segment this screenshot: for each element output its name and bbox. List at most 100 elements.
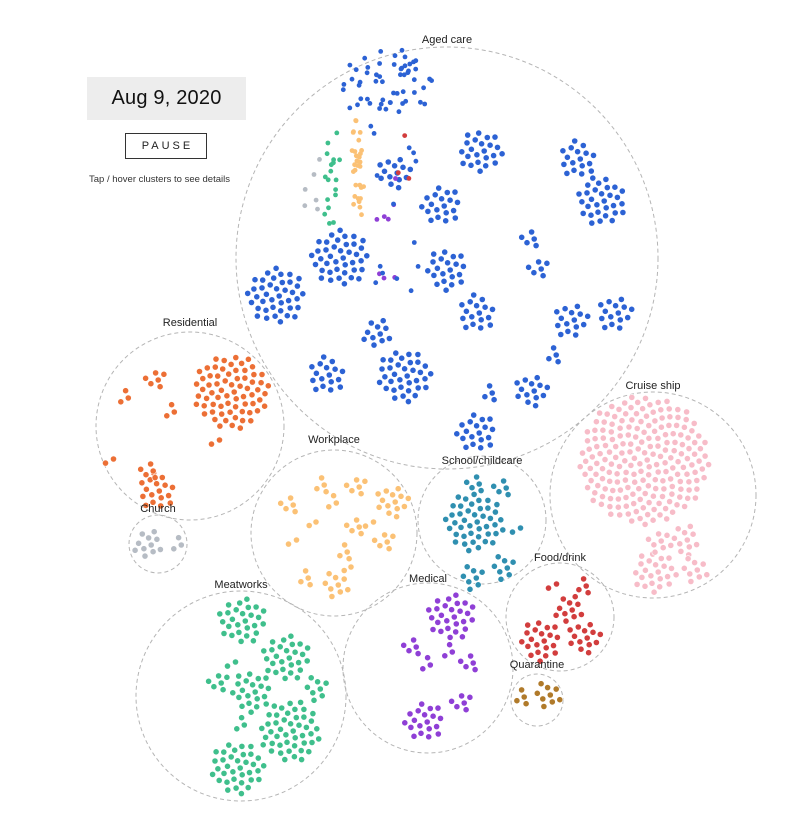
sub-cluster[interactable] [509, 524, 524, 536]
sub-cluster[interactable] [305, 518, 320, 529]
sub-cluster[interactable] [441, 641, 456, 660]
sub-cluster[interactable] [376, 156, 414, 192]
cluster-cruise-ship[interactable]: Cruise ship [549, 380, 757, 599]
sub-cluster[interactable] [374, 485, 412, 521]
sub-cluster[interactable] [457, 652, 479, 673]
cluster-meatworks[interactable]: Meatworks [135, 579, 347, 802]
sub-cluster[interactable] [458, 129, 506, 175]
sub-cluster[interactable] [513, 686, 530, 708]
cluster-outline[interactable] [417, 455, 547, 585]
case-dot [367, 319, 375, 327]
sub-cluster[interactable] [566, 621, 604, 657]
sub-cluster[interactable] [545, 580, 560, 592]
sub-cluster[interactable] [209, 741, 268, 797]
sub-cluster[interactable] [376, 349, 435, 405]
sub-cluster[interactable] [645, 530, 671, 556]
cluster-quarantine[interactable]: Quarantine [510, 659, 564, 727]
sub-cluster[interactable] [233, 714, 248, 733]
sub-cluster[interactable] [313, 474, 330, 496]
sub-cluster[interactable] [459, 563, 486, 593]
sub-cluster[interactable] [559, 137, 597, 178]
sub-cluster[interactable] [308, 353, 346, 394]
sub-cluster[interactable] [371, 531, 397, 553]
sub-cluster[interactable] [453, 411, 496, 452]
sub-cluster[interactable] [142, 369, 168, 391]
sub-cluster[interactable] [229, 670, 272, 716]
sub-cluster[interactable] [632, 550, 680, 596]
sub-cluster[interactable] [325, 492, 340, 511]
sub-cluster[interactable] [117, 387, 132, 406]
sub-cluster[interactable] [425, 591, 476, 641]
sub-cluster[interactable] [597, 295, 636, 332]
sub-cluster[interactable] [340, 563, 355, 574]
sub-cluster[interactable] [448, 692, 474, 714]
sub-cluster[interactable] [419, 654, 434, 673]
cluster-outline[interactable] [95, 331, 285, 521]
cluster-outline[interactable] [505, 562, 615, 672]
sub-cluster[interactable] [244, 264, 307, 326]
cluster-medical[interactable]: Medical [342, 573, 514, 754]
cluster-outline[interactable] [549, 391, 757, 599]
sub-cluster[interactable] [533, 680, 564, 710]
sub-cluster[interactable] [285, 536, 300, 548]
sub-cluster[interactable] [518, 228, 540, 249]
sub-cluster[interactable] [163, 401, 178, 420]
cluster-outline[interactable] [128, 514, 188, 574]
sub-cluster[interactable] [137, 460, 159, 481]
cluster-aged-care[interactable]: Aged care [235, 34, 659, 470]
sub-cluster[interactable] [575, 174, 627, 227]
sub-cluster[interactable] [260, 632, 311, 682]
sub-cluster[interactable] [525, 258, 551, 280]
cluster-outline[interactable] [342, 582, 514, 754]
sub-cluster[interactable] [308, 226, 371, 288]
sub-cluster[interactable] [545, 344, 562, 366]
sub-cluster[interactable] [400, 636, 422, 657]
sub-cluster[interactable] [481, 382, 498, 404]
sub-cluster[interactable] [418, 184, 461, 225]
sub-cluster[interactable] [458, 291, 496, 332]
sub-cluster[interactable] [513, 374, 551, 410]
pause-button[interactable]: PAUSE [125, 133, 207, 159]
sub-cluster[interactable] [442, 490, 507, 554]
sub-cluster[interactable] [258, 699, 323, 763]
sub-cluster[interactable] [362, 518, 377, 530]
sub-cluster[interactable] [170, 534, 185, 553]
cluster-school-childcare[interactable]: School/childcare [417, 455, 547, 593]
sub-cluster[interactable] [360, 317, 393, 349]
sub-cluster[interactable] [336, 541, 353, 563]
sub-cluster[interactable] [216, 595, 267, 645]
cluster-workplace[interactable]: Workplace [250, 434, 418, 617]
cluster-residential[interactable]: Residential [95, 317, 285, 521]
sub-cluster[interactable] [424, 248, 467, 294]
sub-cluster[interactable] [576, 393, 712, 528]
sub-cluster[interactable] [343, 476, 369, 498]
sub-cluster[interactable] [490, 477, 512, 498]
sub-cluster[interactable] [131, 528, 164, 560]
cluster-church[interactable]: Church [128, 503, 188, 574]
sub-cluster[interactable] [277, 494, 299, 515]
sub-cluster[interactable] [463, 473, 485, 494]
sub-cluster[interactable] [680, 555, 711, 585]
sub-cluster[interactable] [401, 700, 444, 741]
sub-cluster[interactable] [343, 516, 365, 537]
sub-cluster[interactable] [102, 455, 117, 467]
cluster-outline[interactable] [250, 449, 418, 617]
sub-cluster[interactable] [205, 672, 231, 694]
sub-cluster[interactable] [303, 674, 330, 704]
sub-cluster[interactable] [575, 575, 592, 597]
sub-cluster[interactable] [192, 354, 272, 432]
case-dot [170, 545, 178, 553]
cluster-outline[interactable] [235, 46, 659, 470]
sub-cluster[interactable] [667, 523, 700, 559]
sub-cluster[interactable] [321, 570, 352, 600]
sub-cluster[interactable] [553, 302, 592, 339]
sub-cluster[interactable] [208, 436, 223, 448]
sub-cluster[interactable] [518, 619, 561, 665]
cluster-outline[interactable] [135, 590, 347, 802]
sub-cluster[interactable] [224, 658, 239, 670]
sub-cluster[interactable] [490, 553, 517, 583]
cluster-food-drink[interactable]: Food/drink [505, 552, 615, 672]
sub-cluster[interactable] [297, 567, 314, 589]
sub-cluster[interactable] [552, 593, 585, 625]
